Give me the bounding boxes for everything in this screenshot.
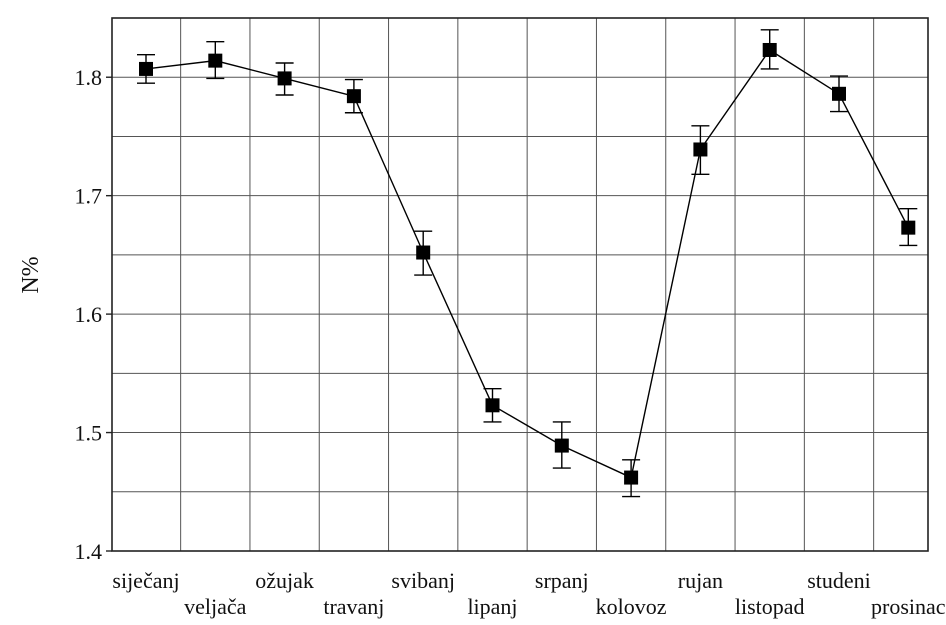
x-category-label: veljača — [184, 594, 247, 619]
data-point-marker — [139, 61, 153, 76]
data-point-marker — [693, 142, 708, 157]
data-point-marker — [416, 245, 431, 260]
x-category-label: svibanj — [391, 568, 455, 593]
data-point-marker — [624, 470, 639, 485]
x-category-label: kolovoz — [596, 594, 667, 619]
y-axis-ticks: 1.4 1.5 1.6 1.7 1.8 — [75, 65, 112, 564]
x-category-label: ožujak — [255, 568, 314, 593]
y-tick-label: 1.7 — [75, 184, 103, 209]
data-point-marker — [832, 86, 846, 101]
series-line — [145, 49, 909, 479]
y-tick-label: 1.8 — [75, 65, 103, 90]
data-point-marker — [277, 71, 292, 86]
data-markers — [139, 42, 916, 485]
x-category-label: listopad — [735, 594, 805, 619]
x-category-label: rujan — [678, 568, 723, 593]
x-category-label: travanj — [323, 594, 384, 619]
x-category-label: siječanj — [112, 568, 179, 593]
x-category-label: srpanj — [535, 568, 589, 593]
data-point-marker — [485, 398, 500, 413]
y-axis-label: N% — [18, 256, 44, 293]
data-point-marker — [208, 53, 223, 68]
series-polyline — [145, 49, 909, 479]
y-tick-label: 1.5 — [75, 421, 103, 446]
data-point-marker — [901, 220, 916, 235]
data-point-marker — [346, 89, 361, 104]
x-category-label: lipanj — [467, 594, 517, 619]
x-category-label: studeni — [807, 568, 871, 593]
y-tick-label: 1.6 — [75, 302, 103, 327]
data-point-marker — [554, 438, 569, 453]
x-category-label: prosinac — [871, 594, 946, 619]
y-tick-label: 1.4 — [75, 539, 103, 564]
plot-border — [111, 17, 929, 552]
plot-frame — [111, 17, 929, 552]
data-point-marker — [762, 42, 777, 57]
